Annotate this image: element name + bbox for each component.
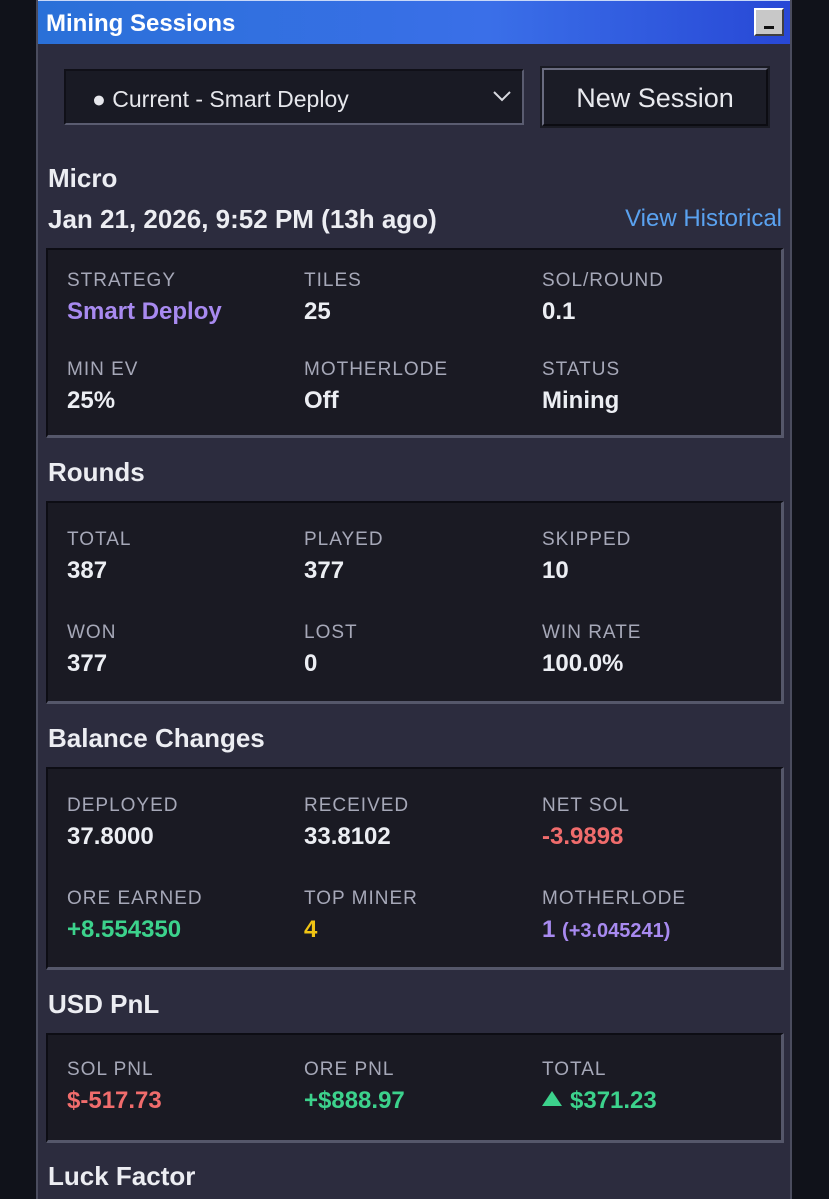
sol-round-value: 0.1: [542, 298, 576, 325]
rounds-total-stat: TOTAL 387: [67, 529, 131, 585]
rounds-played-value: 377: [304, 557, 345, 584]
rounds-skipped-label: SKIPPED: [542, 529, 632, 550]
rounds-won-label: WON: [67, 622, 117, 643]
rounds-won-stat: WON 377: [67, 622, 116, 678]
motherlode-stat: MOTHERLODE 1 (+3.045241): [542, 888, 686, 944]
motherlode-label: MOTHERLODE: [542, 888, 687, 909]
session-name: Micro: [48, 163, 118, 193]
balance-panel: DEPLOYED 37.8000 RECEIVED 33.8102 NET SO…: [46, 767, 784, 970]
strategy-value: Smart Deploy: [67, 298, 222, 325]
sol-pnl-label: SOL PNL: [67, 1059, 154, 1080]
min-ev-value: 25%: [67, 387, 116, 414]
tiles-stat: TILES 25: [304, 270, 362, 326]
deployed-label: DEPLOYED: [67, 795, 179, 816]
total-pnl-label: TOTAL: [542, 1059, 607, 1080]
rounds-lost-label: LOST: [304, 622, 358, 643]
motherlode-amount: (+3.045241): [562, 920, 671, 942]
net-sol-stat: NET SOL -3.9898: [542, 795, 630, 851]
win-rate-label: WIN RATE: [542, 622, 642, 643]
sol-pnl-stat: SOL PNL $-517.73: [67, 1059, 162, 1115]
rounds-lost-value: 0: [304, 650, 318, 677]
sol-round-label: SOL/ROUND: [542, 270, 664, 291]
top-miner-stat: TOP MINER 4: [304, 888, 418, 944]
net-sol-label: NET SOL: [542, 795, 630, 816]
tiles-label: TILES: [304, 270, 362, 291]
ore-earned-stat: ORE EARNED +8.554350: [67, 888, 203, 944]
minimize-icon: [764, 26, 774, 29]
usd-pnl-heading: USD PnL: [48, 989, 160, 1019]
title-bar[interactable]: Mining Sessions: [38, 0, 790, 44]
ore-pnl-label: ORE PNL: [304, 1059, 395, 1080]
status-value: Mining: [542, 387, 620, 414]
view-historical-link[interactable]: View Historical: [625, 205, 782, 232]
rounds-lost-stat: LOST 0: [304, 622, 358, 678]
motherlode-value: 1 (+3.045241): [542, 916, 686, 944]
tiles-value: 25: [304, 298, 331, 325]
win-rate-value: 100.0%: [542, 650, 624, 677]
motherlode-setting-stat: MOTHERLODE Off: [304, 359, 448, 415]
motherlode-setting-value: Off: [304, 387, 339, 414]
motherlode-setting-label: MOTHERLODE: [304, 359, 449, 380]
total-pnl-stat: TOTAL $371.23: [542, 1059, 657, 1115]
ore-pnl-value: +$888.97: [304, 1087, 405, 1114]
strategy-label: STRATEGY: [67, 270, 176, 291]
net-sol-value: -3.9898: [542, 823, 624, 850]
sol-round-stat: SOL/ROUND 0.1: [542, 270, 664, 326]
minimize-button[interactable]: [754, 8, 784, 36]
sol-pnl-value: $-517.73: [67, 1087, 162, 1114]
rounds-panel: TOTAL 387 PLAYED 377 SKIPPED 10 WON 377 …: [46, 501, 784, 704]
ore-earned-value: +8.554350: [67, 916, 182, 943]
usd-pnl-panel: SOL PNL $-517.73 ORE PNL +$888.97 TOTAL …: [46, 1033, 784, 1143]
total-pnl-value: $371.23: [542, 1087, 657, 1115]
mining-sessions-window: Mining Sessions ● Current - Smart Deploy…: [36, 0, 792, 1199]
received-stat: RECEIVED 33.8102: [304, 795, 409, 851]
status-label: STATUS: [542, 359, 621, 380]
received-label: RECEIVED: [304, 795, 410, 816]
new-session-button[interactable]: New Session: [542, 68, 768, 126]
triangle-up-icon: [542, 1091, 562, 1106]
rounds-played-label: PLAYED: [304, 529, 384, 550]
deployed-value: 37.8000: [67, 823, 154, 850]
motherlode-count: 1: [542, 916, 556, 943]
ore-pnl-stat: ORE PNL +$888.97: [304, 1059, 405, 1115]
rounds-heading: Rounds: [48, 457, 145, 487]
window-title: Mining Sessions: [46, 10, 236, 37]
session-select-value: ● Current - Smart Deploy: [92, 86, 349, 112]
rounds-total-value: 387: [67, 557, 108, 584]
rounds-total-label: TOTAL: [67, 529, 132, 550]
ore-earned-label: ORE EARNED: [67, 888, 203, 909]
total-pnl-amount: $371.23: [570, 1087, 657, 1114]
received-value: 33.8102: [304, 823, 391, 850]
chevron-down-icon: [493, 91, 511, 102]
strategy-stat: STRATEGY Smart Deploy: [67, 270, 222, 326]
top-miner-value: 4: [304, 916, 318, 943]
rounds-played-stat: PLAYED 377: [304, 529, 384, 585]
rounds-won-value: 377: [67, 650, 108, 677]
rounds-skipped-value: 10: [542, 557, 569, 584]
luck-factor-heading: Luck Factor: [48, 1161, 196, 1191]
min-ev-label: MIN EV: [67, 359, 139, 380]
config-panel: STRATEGY Smart Deploy TILES 25 SOL/ROUND…: [46, 248, 784, 438]
session-datetime: Jan 21, 2026, 9:52 PM (13h ago): [48, 204, 437, 234]
balance-heading: Balance Changes: [48, 723, 265, 753]
win-rate-stat: WIN RATE 100.0%: [542, 622, 641, 678]
top-miner-label: TOP MINER: [304, 888, 418, 909]
min-ev-stat: MIN EV 25%: [67, 359, 138, 415]
rounds-skipped-stat: SKIPPED 10: [542, 529, 631, 585]
status-stat: STATUS Mining: [542, 359, 620, 415]
deployed-stat: DEPLOYED 37.8000: [67, 795, 178, 851]
session-select[interactable]: ● Current - Smart Deploy: [64, 69, 524, 125]
